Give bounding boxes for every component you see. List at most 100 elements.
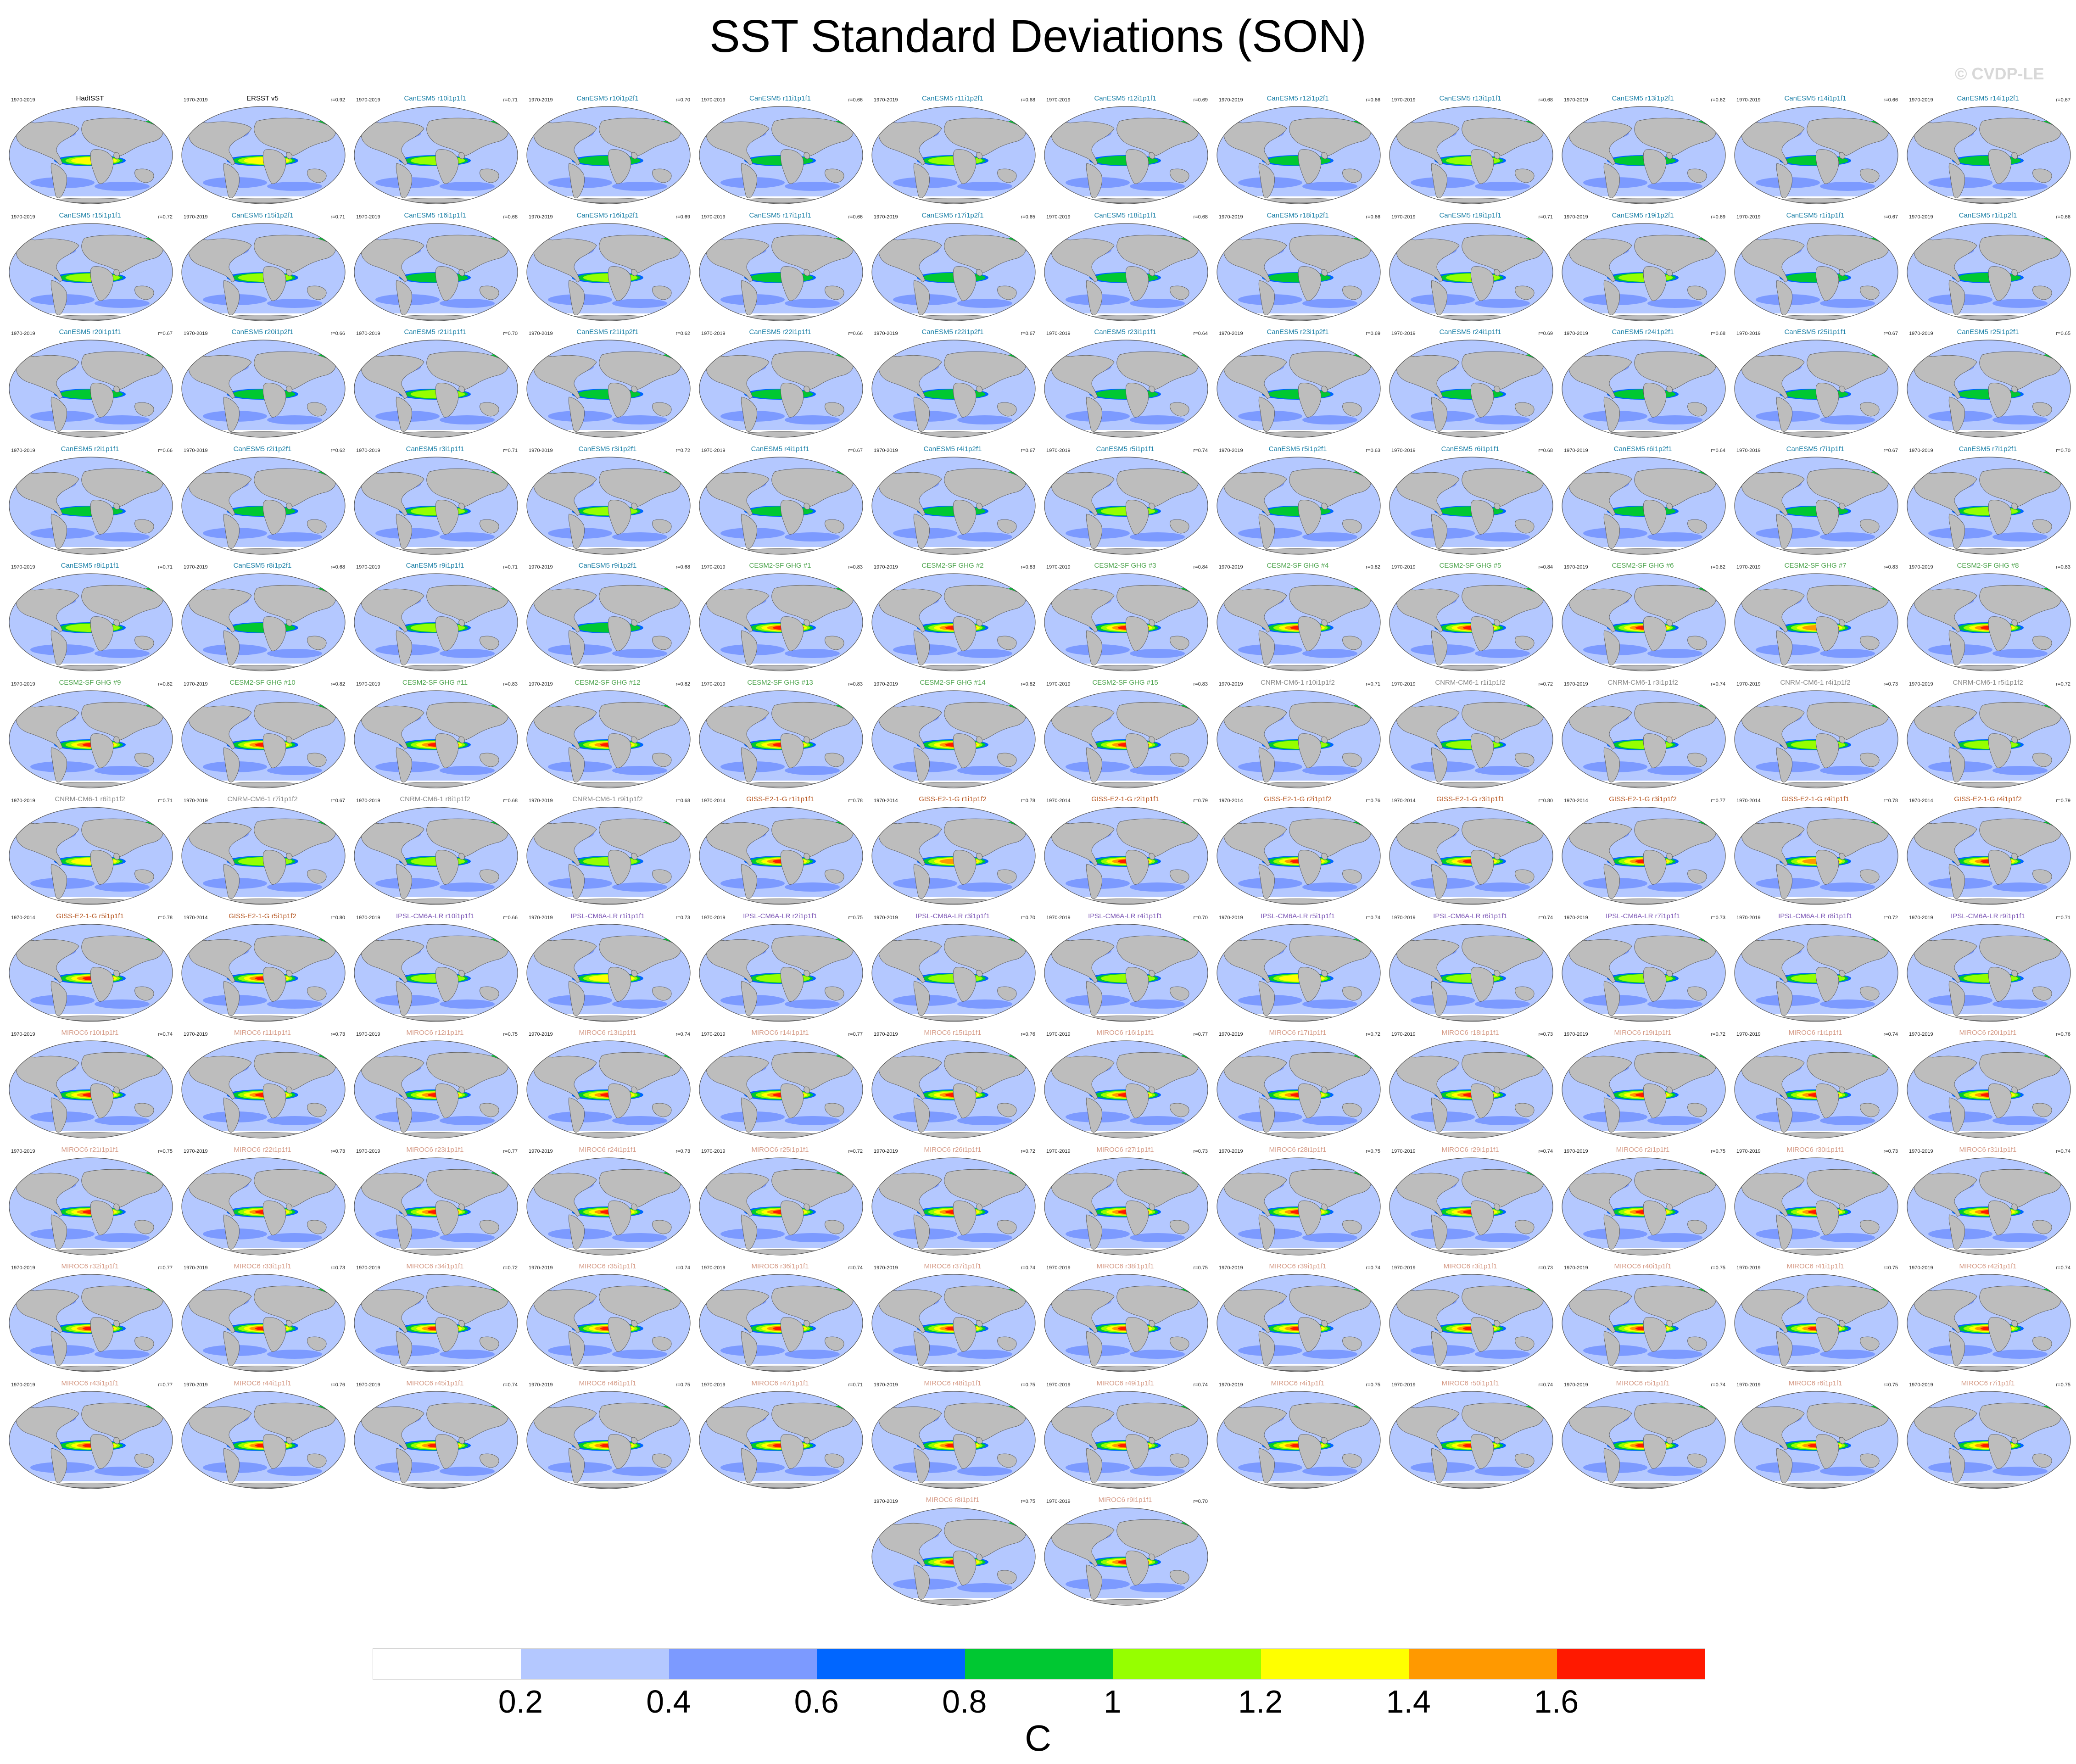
sst-stddev-map [699, 456, 863, 555]
panel-pattern-correlation: r=0.69 [1711, 214, 1726, 220]
continent-shape [741, 747, 757, 782]
continent-shape [50, 396, 67, 432]
map-outline [699, 1040, 863, 1139]
continent-shape [262, 383, 286, 418]
continent-shape [1223, 472, 1287, 516]
panel-period-label: 1970-2019 [1909, 915, 1933, 921]
sst-stddev-map [1389, 456, 1553, 555]
continent-shape [1170, 402, 1189, 417]
map-outline [699, 340, 863, 438]
continent-shape [533, 588, 597, 633]
sst-stddev-map [1389, 106, 1553, 204]
map-panel: 1970-2019 CanESM5 r15i1p2f1 r=0.71 [176, 210, 349, 324]
map-panel: 1970-2019 MIROC6 r44i1p1f1 r=0.76 [176, 1378, 349, 1492]
continent-shape [113, 1203, 120, 1210]
continent-shape [1298, 1434, 1322, 1469]
continent-shape [1807, 1052, 1889, 1091]
continent-shape [1515, 636, 1535, 650]
continent-shape [1914, 1406, 1977, 1451]
figure-title: SST Standard Deviations (SON) [709, 11, 1367, 62]
variability-patch [1302, 1116, 1357, 1125]
variability-patch [1130, 1350, 1185, 1359]
map-outline [181, 1390, 346, 1489]
continent-shape [944, 351, 1026, 390]
panel-pattern-correlation: r=0.66 [330, 331, 346, 336]
continent-shape [1470, 733, 1494, 768]
panel-title: CNRM-CM6-1 r7i1p1f2 [227, 795, 298, 803]
variability-patch [1992, 882, 2048, 892]
continent-shape [1431, 981, 1447, 1016]
continent-shape [1149, 1203, 1155, 1210]
panel-title: CanESM5 r23i1p2f1 [1267, 328, 1329, 336]
sst-stddev-map [181, 223, 346, 321]
sst-stddev-map [1044, 1274, 1208, 1372]
panel-title: CanESM5 r18i1p2f1 [1267, 211, 1329, 219]
panel-period-label: 1970-2019 [356, 681, 380, 687]
continent-shape [1321, 1203, 1328, 1210]
continent-shape [1815, 850, 1839, 885]
continent-shape [608, 1200, 631, 1235]
panel-title: IPSL-CM6A-LR r1i1p1f1 [570, 912, 645, 920]
map-outline [354, 1040, 518, 1139]
continent-shape [113, 385, 120, 393]
variability-patch [1820, 765, 1875, 775]
map-panel: 1970-2019 IPSL-CM6A-LR r3i1p1f1 r=0.70 [866, 910, 1039, 1025]
panel-title: MIROC6 r25i1p1f1 [751, 1145, 809, 1154]
variability-patch [267, 999, 322, 1009]
map-panel: 1970-2019 CanESM5 r4i1p1f1 r=0.67 [694, 443, 866, 558]
panel-period-label: 1970-2019 [874, 1148, 898, 1154]
continent-shape [1988, 1200, 2012, 1235]
continent-shape [1149, 1086, 1155, 1094]
continent-shape [286, 853, 292, 860]
continent-shape [568, 396, 585, 432]
continent-shape [1051, 121, 1115, 166]
sst-stddev-map [1217, 1274, 1381, 1372]
variability-patch [785, 999, 840, 1009]
continent-shape [533, 1172, 597, 1217]
variability-patch [440, 182, 495, 191]
map-panel: 1970-2019 MIROC6 r2i1p1f1 r=0.75 [1557, 1144, 1729, 1259]
continent-shape [706, 822, 770, 866]
sst-stddev-map [699, 223, 863, 321]
continent-shape [608, 616, 631, 651]
continent-shape [1948, 981, 1965, 1016]
panel-title: GISS-E2-1-G r3i1p1f1 [1436, 795, 1504, 803]
continent-shape [1470, 1317, 1494, 1352]
map-panel: 1970-2019 MIROC6 r15i1p1f1 r=0.76 [866, 1027, 1039, 1142]
sst-stddev-map [526, 106, 691, 204]
map-panel: 1970-2019 CanESM5 r7i1p2f1 r=0.70 [1902, 443, 2074, 558]
map-outline [1217, 456, 1381, 555]
sst-stddev-map [1734, 1390, 1898, 1489]
panel-pattern-correlation: r=0.73 [1883, 1148, 1898, 1154]
panel-period-label: 1970-2019 [1909, 214, 1933, 220]
panel-pattern-correlation: r=0.75 [675, 1382, 691, 1388]
continent-shape [1321, 970, 1328, 977]
panel-period-label: 1970-2019 [11, 447, 35, 453]
continent-shape [50, 1214, 67, 1250]
continent-shape [780, 1200, 804, 1235]
map-panel: 1970-2019 CNRM-CM6-1 r3i1p1f2 r=0.74 [1557, 677, 1729, 792]
variability-patch [1820, 298, 1875, 308]
sst-stddev-map [871, 106, 1036, 204]
continent-shape [771, 702, 854, 740]
map-panel: 1970-2019 MIROC6 r22i1p1f1 r=0.73 [176, 1144, 349, 1259]
panel-title: MIROC6 r6i1p1f1 [1788, 1379, 1842, 1387]
panel-period-label: 1970-2019 [184, 331, 208, 336]
map-panel: 1970-2019 IPSL-CM6A-LR r5i1p1f1 r=0.74 [1211, 910, 1384, 1025]
sst-stddev-map [181, 807, 346, 905]
continent-shape [599, 234, 681, 273]
panel-title: CanESM5 r5i1p1f1 [1096, 445, 1155, 453]
continent-shape [1494, 619, 1500, 626]
map-outline [181, 573, 346, 671]
map-outline [354, 340, 518, 438]
continent-shape [1051, 1172, 1115, 1217]
continent-shape [1988, 1317, 2012, 1352]
map-panel: 1970-2019 MIROC6 r4i1p1f1 r=0.75 [1211, 1378, 1384, 1492]
continent-shape [568, 1448, 585, 1483]
continent-shape [1643, 733, 1667, 768]
continent-shape [1258, 280, 1275, 315]
panel-period-label: 1970-2019 [1736, 1032, 1761, 1037]
panel-period-label: 1970-2019 [356, 915, 380, 921]
continent-shape [631, 385, 637, 393]
map-outline [9, 456, 173, 555]
